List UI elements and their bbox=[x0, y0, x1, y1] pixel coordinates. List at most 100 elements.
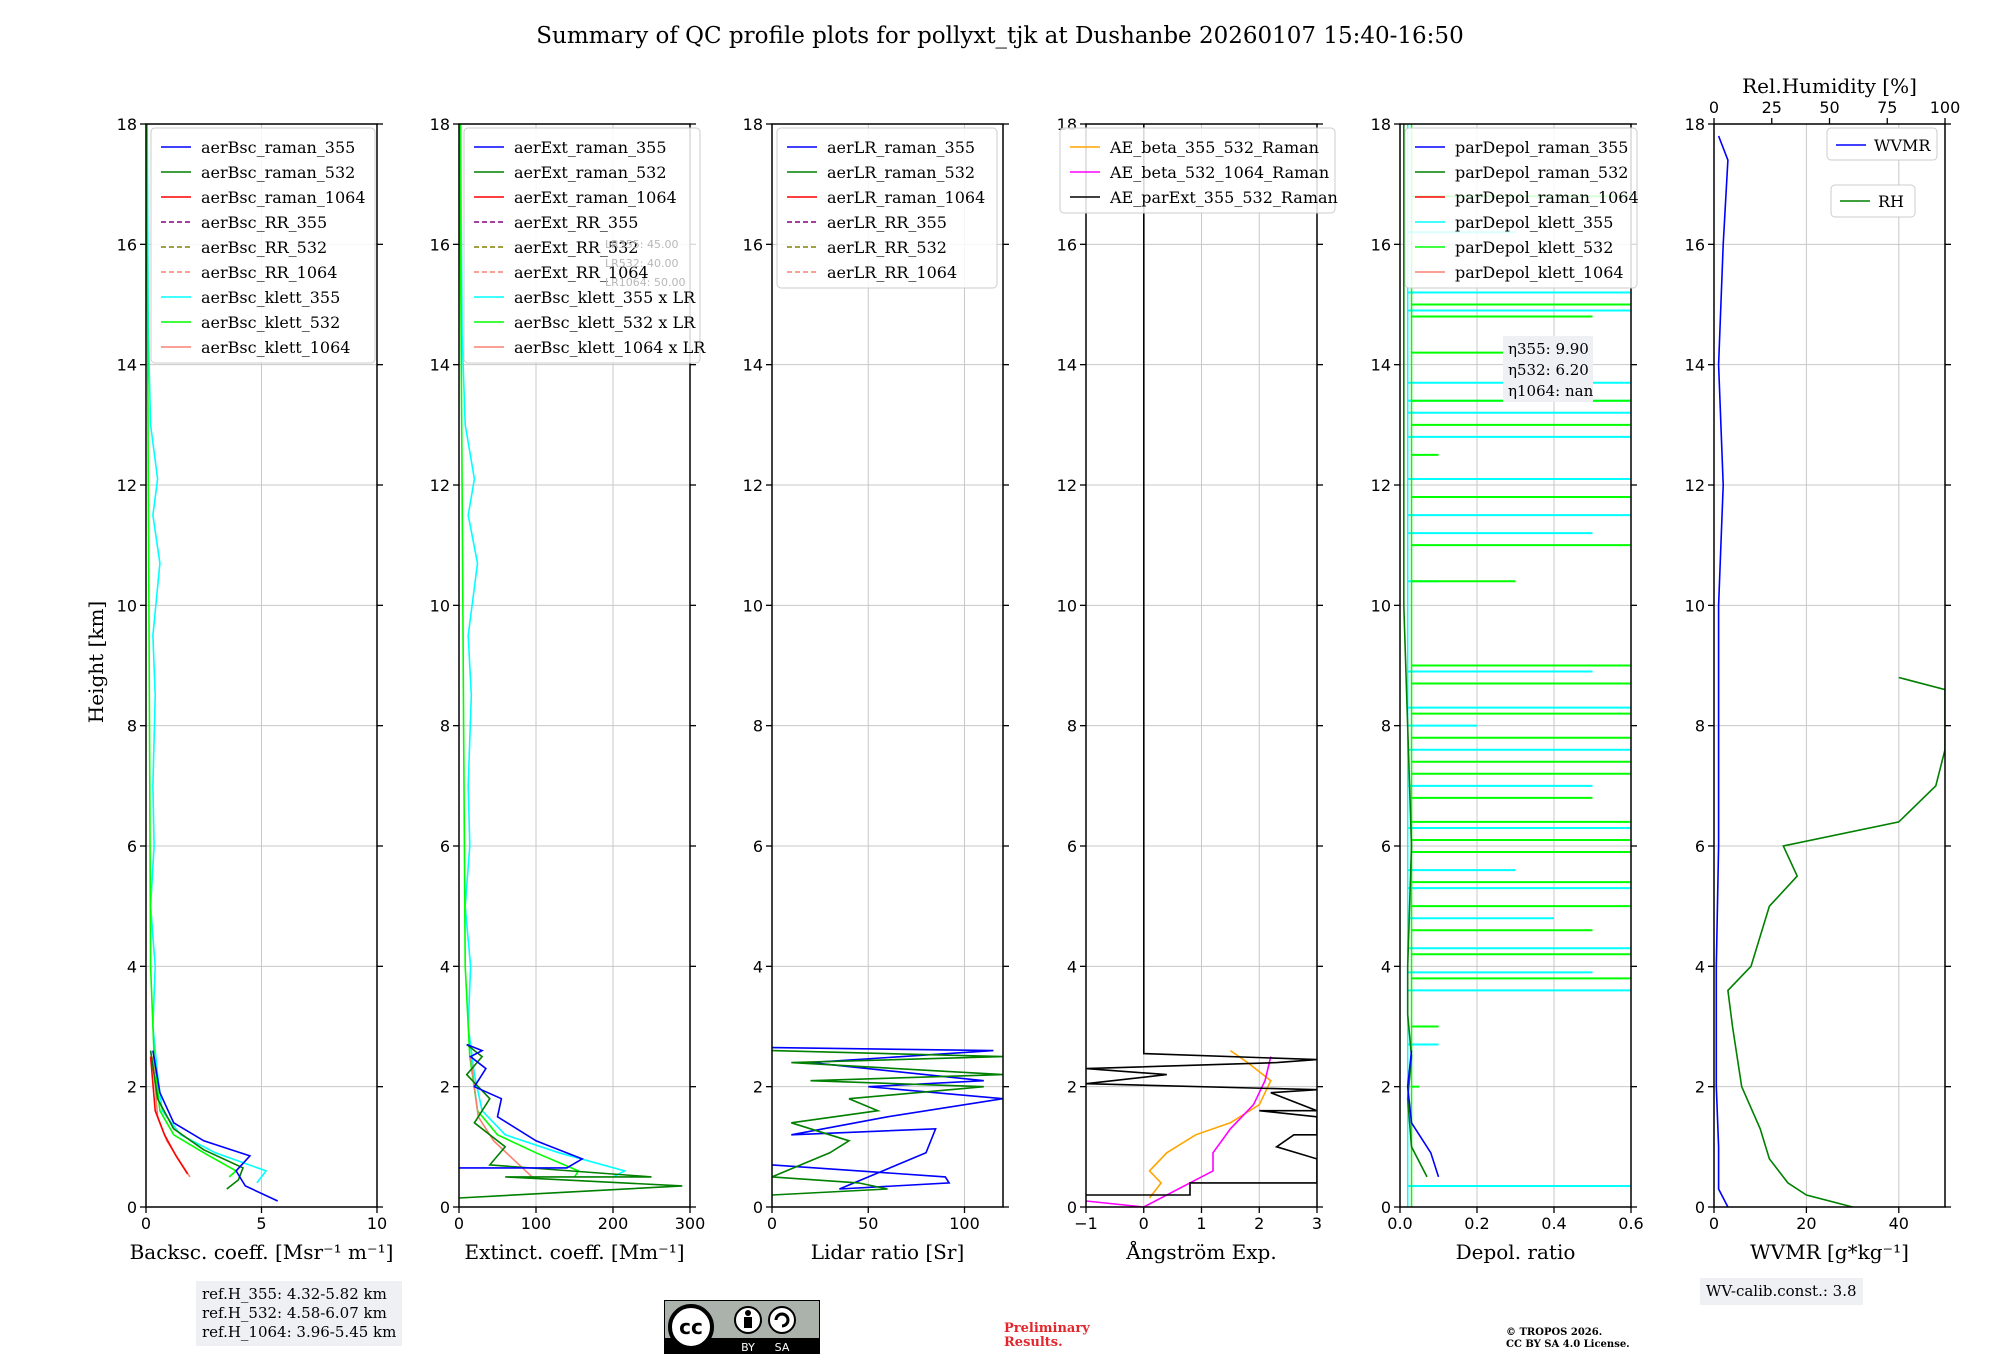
legend-label: AE_beta_532_1064_Raman bbox=[1109, 163, 1329, 182]
y-tick-label: 12 bbox=[430, 476, 450, 495]
y-tick-label: 0 bbox=[753, 1198, 763, 1217]
series-group-ae bbox=[1086, 124, 1317, 1207]
y-tick-label: 8 bbox=[1381, 717, 1391, 736]
y-tick-label: 18 bbox=[1371, 115, 1391, 134]
legend-label: aerBsc_klett_355 x LR bbox=[514, 288, 696, 307]
wv-calib-text: WV-calib.const.: 3.8 bbox=[1706, 1282, 1857, 1300]
cc-logo-text: cc bbox=[679, 1315, 703, 1339]
legend-label: aerExt_raman_355 bbox=[514, 138, 667, 157]
top-x-tick-label: 0 bbox=[1709, 98, 1719, 117]
legend-label: aerLR_raman_532 bbox=[827, 163, 975, 182]
wv-calib-box: WV-calib.const.: 3.8 bbox=[1700, 1278, 1863, 1305]
legend-label: parDepol_raman_355 bbox=[1455, 138, 1628, 157]
y-tick-label: 16 bbox=[430, 235, 450, 254]
series-group-wv bbox=[1715, 135, 1945, 1207]
x-tick-label: 3 bbox=[1312, 1214, 1322, 1233]
series-aerBsc_raman_355 bbox=[152, 1050, 279, 1202]
cc-by-label: BY bbox=[741, 1341, 755, 1354]
legend-label: aerExt_raman_532 bbox=[514, 163, 667, 182]
x-tick-label: 1 bbox=[1196, 1214, 1206, 1233]
y-tick-label: 4 bbox=[753, 957, 763, 976]
y-tick-label: 10 bbox=[430, 596, 450, 615]
legend-label: parDepol_klett_1064 bbox=[1455, 263, 1624, 282]
x-tick-label: 300 bbox=[675, 1214, 706, 1233]
copyright-note: © TROPOS 2026. CC BY SA 4.0 License. bbox=[1506, 1327, 1630, 1351]
legend-label: aerLR_RR_532 bbox=[827, 238, 947, 257]
series-AE_beta_532_1064_Raman bbox=[1086, 1056, 1272, 1207]
y-tick-label: 12 bbox=[1685, 476, 1705, 495]
y-tick-label: 2 bbox=[753, 1078, 763, 1097]
y-tick-label: 4 bbox=[1695, 957, 1705, 976]
y-tick-label: 4 bbox=[1067, 957, 1077, 976]
x-axis-label: Backsc. coeff. [Msr⁻¹ m⁻¹] bbox=[130, 1240, 394, 1264]
legend-box bbox=[1830, 184, 1916, 218]
legend-label: aerBsc_klett_532 bbox=[201, 313, 340, 332]
x-tick-label: 0 bbox=[141, 1214, 151, 1233]
legend-label: AE_parExt_355_532_Raman bbox=[1109, 188, 1338, 207]
y-tick-label: 2 bbox=[1381, 1078, 1391, 1097]
y-tick-label: 18 bbox=[1685, 115, 1705, 134]
series-AE_beta_355_532_Raman bbox=[1148, 1049, 1272, 1199]
y-tick-label: 2 bbox=[127, 1078, 137, 1097]
legend-label: aerBsc_RR_1064 bbox=[201, 263, 337, 282]
legend-label: aerBsc_klett_1064 x LR bbox=[514, 338, 706, 357]
legend-label: parDepol_klett_532 bbox=[1455, 238, 1613, 257]
panel-ext: 0 2 4 6 8 10 12 14 16 18 0 100 200 300 Extinct. coeff.… bbox=[430, 115, 707, 1264]
x-tick-label: 0 bbox=[454, 1214, 464, 1233]
x-axis-label: Depol. ratio bbox=[1456, 1240, 1576, 1264]
x-tick-label: 0.6 bbox=[1618, 1214, 1643, 1233]
x-tick-label: 2 bbox=[1254, 1214, 1264, 1233]
legend-label: aerBsc_klett_1064 bbox=[201, 338, 350, 357]
lr-annotation: LR355: 45.00 bbox=[605, 238, 678, 251]
legend-label: aerLR_raman_1064 bbox=[827, 188, 985, 207]
series-aerExt_raman_355 bbox=[459, 1043, 585, 1169]
legend-label: RH bbox=[1878, 192, 1904, 211]
axes-frame bbox=[458, 123, 691, 1208]
y-tick-label: 12 bbox=[1057, 476, 1077, 495]
x-tick-label: −1 bbox=[1074, 1214, 1098, 1233]
x-tick-label: 50 bbox=[858, 1214, 878, 1233]
x-tick-label: 100 bbox=[949, 1214, 980, 1233]
y-tick-label: 6 bbox=[1381, 837, 1391, 856]
y-tick-label: 12 bbox=[1371, 476, 1391, 495]
x-tick-label: 0.4 bbox=[1541, 1214, 1566, 1233]
series-group-bsc bbox=[146, 124, 279, 1202]
legend-label: aerBsc_klett_355 bbox=[201, 288, 340, 307]
series-parDepol_raman_532 bbox=[1403, 124, 1428, 1178]
y-tick-label: 16 bbox=[1371, 235, 1391, 254]
y-tick-label: 2 bbox=[1067, 1078, 1077, 1097]
y-tick-label: 6 bbox=[1695, 837, 1705, 856]
x-tick-label: 20 bbox=[1796, 1214, 1816, 1233]
series-aerBsc_raman_1064 bbox=[149, 1056, 189, 1175]
ref-height-532: ref.H_532: 4.58-6.07 km bbox=[202, 1304, 387, 1322]
y-tick-label: 4 bbox=[127, 957, 137, 976]
y-tick-label: 8 bbox=[1067, 717, 1077, 736]
ref-height-1064: ref.H_1064: 3.96-5.45 km bbox=[202, 1323, 397, 1341]
y-tick-label: 14 bbox=[1057, 356, 1077, 375]
y-tick-label: 18 bbox=[430, 115, 450, 134]
lr-annotation: LR532: 40.00 bbox=[605, 257, 678, 270]
x-tick-label: 100 bbox=[521, 1214, 552, 1233]
top-x-tick-label: 25 bbox=[1762, 98, 1782, 117]
panel-lr: 0 2 4 6 8 10 12 14 16 18 0 50 100 Lidar ratio [Sr] aer… bbox=[743, 115, 1009, 1264]
series-RH bbox=[1727, 676, 1945, 1207]
top-x-axis-label: Rel.Humidity [%] bbox=[1742, 74, 1917, 98]
top-x-tick-label: 50 bbox=[1819, 98, 1839, 117]
series-group-lr bbox=[772, 1046, 1003, 1196]
y-tick-label: 16 bbox=[743, 235, 763, 254]
eta-annotation: η1064: nan bbox=[1508, 382, 1594, 400]
legend-label: aerExt_RR_532 bbox=[514, 238, 638, 257]
x-tick-label: 0 bbox=[1139, 1214, 1149, 1233]
series-WVMR bbox=[1715, 135, 1729, 1207]
x-tick-label: 0.2 bbox=[1464, 1214, 1489, 1233]
y-tick-label: 2 bbox=[1695, 1078, 1705, 1097]
x-axis-label: Ångström Exp. bbox=[1125, 1239, 1276, 1264]
y-tick-label: 14 bbox=[1371, 356, 1391, 375]
series-parDepol_raman_355 bbox=[1406, 1050, 1440, 1178]
y-tick-label: 10 bbox=[1685, 596, 1705, 615]
lr-annotation: LR1064: 50.00 bbox=[605, 276, 685, 289]
eta-annotation: η532: 6.20 bbox=[1508, 361, 1589, 379]
series-aerBsc_klett_355 x LR bbox=[459, 124, 627, 1178]
axes-frame bbox=[771, 123, 1004, 1208]
